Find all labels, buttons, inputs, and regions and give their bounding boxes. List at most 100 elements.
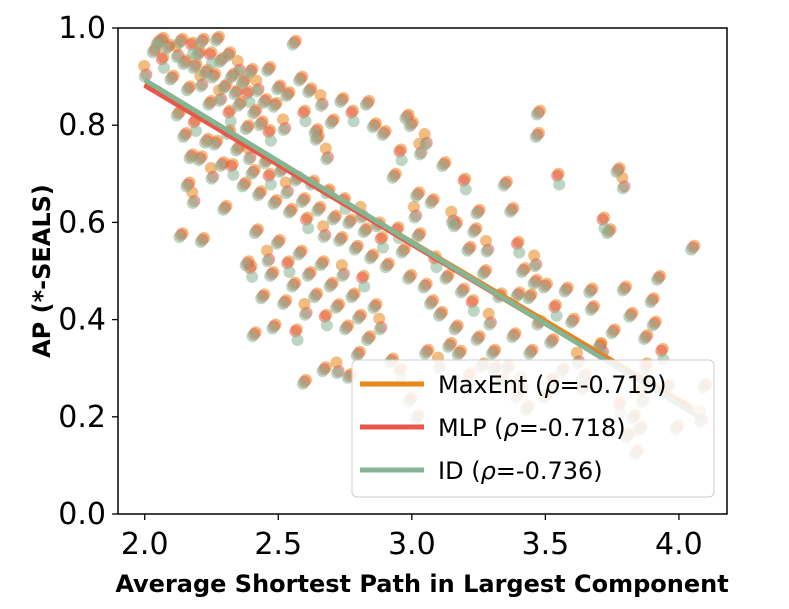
- scatter-point: [470, 334, 483, 347]
- scatter-point: [202, 98, 215, 111]
- scatter-point: [209, 34, 222, 47]
- scatter-point: [616, 284, 629, 297]
- scatter-point: [299, 115, 312, 128]
- scatter-point: [550, 309, 563, 322]
- y-tick-label: 0.4: [58, 303, 106, 338]
- scatter-point: [173, 230, 186, 243]
- scatter-point: [411, 230, 424, 243]
- scatter-point: [583, 286, 596, 299]
- scatter-point: [271, 83, 284, 96]
- scatter-point: [286, 38, 299, 51]
- scatter-point: [186, 196, 199, 209]
- scatter-point: [230, 144, 243, 157]
- scatter-point: [358, 280, 371, 293]
- scatter-point: [192, 154, 205, 167]
- scatter-point: [232, 99, 245, 112]
- scatter-point: [292, 248, 305, 261]
- scatter-point: [326, 213, 339, 226]
- scatter-point: [253, 119, 266, 132]
- scatter-point: [314, 259, 327, 272]
- scatter-point: [376, 128, 389, 141]
- y-tick-label: 0.8: [58, 108, 106, 143]
- scatter-point: [345, 291, 358, 304]
- y-tick-label: 0.0: [58, 497, 106, 532]
- scatter-point: [483, 318, 496, 331]
- x-tick-label: 3.0: [388, 527, 436, 562]
- scatter-point: [242, 153, 255, 166]
- scatter-point: [329, 301, 342, 314]
- x-tick-label: 2.5: [254, 527, 302, 562]
- scatter-point: [323, 280, 336, 293]
- scatter-point: [584, 303, 597, 316]
- scatter-point: [227, 168, 240, 181]
- scatter-point: [395, 246, 408, 259]
- scatter-point: [213, 94, 226, 107]
- scatter-point: [320, 319, 333, 332]
- scatter-point: [261, 255, 274, 268]
- scatter-point: [413, 148, 426, 161]
- scatter-point: [454, 286, 467, 299]
- scatter-point: [302, 222, 315, 235]
- scatter-point: [243, 95, 256, 108]
- scatter-point: [433, 309, 446, 322]
- scatter-point: [360, 334, 373, 347]
- scatter-point: [424, 196, 437, 209]
- plot-frame: [117, 27, 728, 515]
- scatter-point: [245, 167, 258, 180]
- legend-label: ID (ρ=-0.736): [438, 457, 603, 485]
- scatter-point: [497, 179, 510, 192]
- scatter-point: [189, 125, 202, 138]
- scatter-point: [177, 130, 190, 143]
- scatter-point: [601, 227, 614, 240]
- scatter-point: [685, 243, 698, 256]
- scatter-point: [408, 211, 421, 224]
- scatter-point: [430, 261, 443, 274]
- scatter-point: [246, 330, 259, 343]
- scatter-point: [485, 347, 498, 360]
- legend-label: MLP (ρ=-0.718): [438, 414, 626, 442]
- scatter-point: [251, 189, 264, 202]
- scatter-point: [515, 265, 528, 278]
- scatter-point: [348, 243, 361, 256]
- scatter-point: [347, 115, 360, 128]
- scatter-point: [379, 261, 392, 274]
- scatter-point: [530, 108, 543, 121]
- y-tick-label: 1.0: [58, 11, 106, 46]
- scatter-point: [248, 227, 261, 240]
- scatter-point: [439, 272, 452, 285]
- x-axis-title: Average Shortest Path in Largest Compone…: [115, 570, 728, 598]
- scatter-point: [467, 226, 480, 239]
- scatter-point: [506, 331, 519, 344]
- scatter-point: [423, 298, 436, 311]
- y-axis-title: AP (*-SEALS): [28, 184, 56, 358]
- scatter-point: [324, 117, 337, 130]
- scatter-point: [228, 88, 241, 101]
- x-tick-label: 4.0: [655, 527, 703, 562]
- scatter-point: [157, 61, 170, 74]
- scatter-point: [311, 204, 324, 217]
- scatter-point: [646, 319, 659, 332]
- scatter-point: [264, 134, 277, 147]
- scatter-point: [522, 292, 535, 305]
- scatter-point: [376, 241, 389, 254]
- scatter-point: [417, 281, 430, 294]
- scatter-point: [236, 180, 249, 193]
- scatter-point: [173, 36, 186, 49]
- legend-label: MaxEnt (ρ=-0.719): [438, 371, 666, 399]
- scatter-point: [410, 190, 423, 203]
- scatter-point: [610, 165, 623, 178]
- scatter-point: [451, 348, 464, 361]
- scatter-point: [246, 270, 259, 283]
- scatter-point: [644, 296, 657, 309]
- x-axis-ticks: 2.0 2.5 3.0 3.5 4.0: [121, 514, 703, 562]
- scatter-point: [266, 322, 279, 335]
- scatter-point: [565, 316, 578, 329]
- scatter-point: [302, 86, 315, 99]
- scatter-point: [160, 42, 173, 55]
- scatter-point: [373, 323, 386, 336]
- scatter-point: [293, 74, 306, 87]
- y-axis-ticks: 0.0 0.2 0.4 0.6 0.8 1.0: [58, 11, 118, 532]
- scatter-point: [206, 71, 219, 84]
- scatter-point: [277, 298, 290, 311]
- scatter-point: [351, 312, 364, 325]
